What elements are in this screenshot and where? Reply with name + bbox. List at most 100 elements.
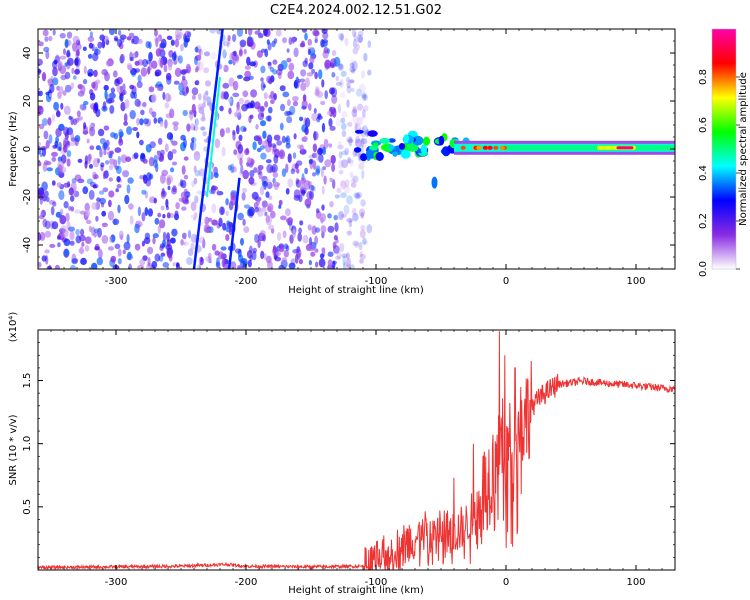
noise-speckle [309, 158, 314, 164]
noise-speckle [351, 60, 358, 71]
noise-speckle [340, 70, 347, 77]
noise-speckle [285, 142, 291, 149]
noise-speckle [232, 34, 237, 42]
noise-speckle [156, 86, 163, 92]
noise-speckle [91, 262, 98, 269]
noise-speckle [38, 161, 42, 167]
noise-speckle [44, 190, 49, 198]
noise-speckle [95, 145, 101, 151]
noise-speckle [337, 140, 343, 149]
noise-speckle [257, 209, 264, 217]
noise-speckle [303, 180, 311, 190]
noise-speckle [305, 117, 311, 128]
noise-speckle [110, 234, 116, 243]
noise-speckle [359, 144, 365, 155]
noise-speckle [117, 204, 121, 214]
noise-speckle [86, 138, 90, 144]
noise-speckle [82, 78, 88, 85]
noise-speckle [87, 36, 95, 42]
noise-speckle [144, 207, 149, 216]
noise-speckle [146, 262, 152, 269]
noise-speckle [129, 84, 135, 90]
noise-speckle [156, 150, 161, 159]
noise-speckle [347, 227, 353, 235]
noise-speckle [313, 130, 317, 141]
noise-speckle [358, 241, 363, 251]
noise-speckle [362, 109, 366, 118]
noise-speckle [278, 149, 286, 160]
noise-speckle [329, 125, 336, 131]
noise-speckle [321, 79, 325, 88]
noise-speckle [99, 34, 105, 41]
noise-speckle [339, 79, 344, 88]
noise-speckle [129, 110, 136, 120]
noise-speckle [344, 37, 349, 47]
noise-speckle [307, 48, 311, 56]
noise-speckle [308, 103, 312, 111]
noise-speckle [120, 101, 126, 112]
noise-speckle [42, 162, 48, 173]
colorbar-tick-label: 0.8 [698, 69, 709, 85]
noise-speckle [222, 222, 227, 231]
noise-speckle [260, 65, 266, 74]
noise-speckle [289, 234, 294, 244]
noise-speckle [244, 70, 252, 78]
noise-speckle [214, 138, 221, 149]
noise-speckle [167, 61, 173, 71]
noise-speckle [140, 109, 145, 116]
noise-speckle [167, 94, 172, 102]
noise-speckle [71, 67, 75, 75]
noise-speckle [133, 152, 139, 159]
noise-speckle [51, 156, 57, 162]
noise-speckle [309, 56, 315, 64]
noise-speckle [350, 58, 354, 66]
noise-speckle [57, 164, 63, 175]
noise-speckle [321, 247, 325, 253]
noise-speckle [340, 192, 347, 199]
noise-speckle [273, 38, 278, 44]
noise-speckle [287, 70, 295, 80]
carrier-node [476, 145, 482, 150]
noise-speckle [157, 212, 162, 218]
signal-blob [367, 130, 378, 137]
noise-speckle [125, 156, 132, 162]
noise-speckle [170, 167, 175, 173]
noise-speckle [91, 81, 96, 89]
noise-speckle [263, 29, 268, 37]
noise-speckle [254, 207, 259, 213]
noise-speckle [267, 61, 272, 66]
noise-speckle [301, 105, 307, 110]
noise-speckle [233, 54, 239, 62]
noise-speckle [329, 87, 335, 95]
noise-speckle [297, 78, 301, 84]
noise-speckle [287, 216, 294, 225]
noise-speckle [260, 81, 266, 91]
figure-title: C2E4.2024.002.12.51.G02 [270, 3, 442, 18]
noise-speckle [250, 89, 258, 98]
noise-speckle [80, 228, 85, 236]
colorbar-ticks: 0.0 0.2 0.4 0.6 0.8 [698, 69, 740, 277]
noise-speckle [116, 84, 121, 93]
noise-speckle [344, 179, 350, 188]
noise-speckle [228, 59, 233, 65]
noise-speckle [359, 83, 366, 93]
noise-speckle [349, 62, 355, 69]
snr-y-label: SNR (10 * v/v) [8, 414, 19, 485]
noise-speckle [191, 103, 196, 113]
noise-speckle [302, 135, 308, 143]
noise-speckle [103, 84, 109, 91]
noise-speckle [177, 32, 184, 37]
noise-speckle [91, 202, 98, 211]
noise-speckle [351, 29, 357, 38]
noise-speckle [134, 68, 141, 73]
noise-speckle [323, 46, 329, 54]
noise-speckle [140, 67, 148, 77]
noise-speckle [157, 137, 163, 145]
noise-speckle [308, 62, 314, 70]
noise-speckle [139, 139, 144, 146]
noise-speckle [268, 106, 273, 114]
noise-speckle [182, 69, 189, 74]
noise-speckle [65, 51, 71, 58]
noise-speckle [41, 72, 47, 82]
noise-speckle [244, 65, 251, 70]
